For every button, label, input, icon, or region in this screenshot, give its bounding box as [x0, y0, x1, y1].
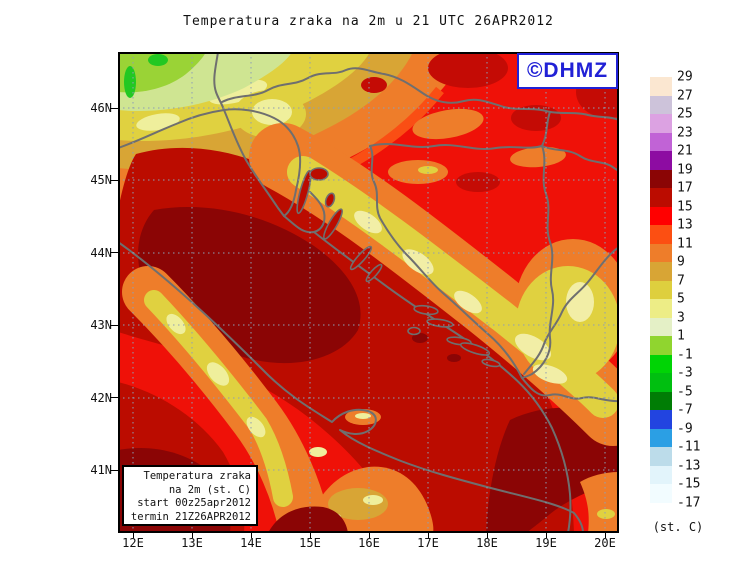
- colorbar-label-1: 1: [677, 328, 685, 344]
- map-area: [118, 52, 619, 533]
- colorbar-label--11: -11: [677, 439, 701, 455]
- colorbar-box-0: [650, 77, 672, 96]
- lon-label-16E: 16E: [358, 536, 380, 550]
- lon-label-15E: 15E: [299, 536, 321, 550]
- colorbar-label--3: -3: [677, 365, 693, 381]
- lat-tick-41N: [110, 469, 118, 471]
- colorbar-label--13: -13: [677, 458, 701, 473]
- colorbar-label-17: 17: [677, 180, 693, 196]
- lon-tick-12E: [132, 533, 134, 538]
- lon-label-19E: 19E: [535, 536, 557, 550]
- colorbar-label-15: 15: [677, 199, 693, 214]
- colorbar-box-22: [650, 484, 672, 503]
- colorbar-box-1: [650, 95, 672, 114]
- legend-line-4: termin 21Z26APR2012: [130, 510, 251, 523]
- lon-label-18E: 18E: [476, 536, 498, 550]
- colorbar-label--9: -9: [677, 421, 693, 436]
- lat-tick-44N: [110, 252, 118, 254]
- colorbar-box-5: [650, 169, 672, 188]
- colorbar-label-21: 21: [677, 143, 693, 159]
- page-title: Temperatura zraka na 2m u 21 UTC 26APR20…: [183, 14, 554, 29]
- islands: [296, 167, 501, 368]
- colorbar-box-6: [650, 188, 672, 207]
- dhmz-logo-badge: ©DHMZ: [517, 53, 618, 89]
- colorbar-box-21: [650, 465, 672, 484]
- lat-tick-46N: [110, 107, 118, 109]
- colorbar-box-14: [650, 336, 672, 355]
- map-legend-box: Temperatura zraka na 2m (st. C) start 00…: [122, 465, 258, 526]
- lon-tick-16E: [368, 533, 370, 538]
- legend-line-3: start 00z25apr2012: [137, 497, 251, 509]
- colorbar-box-9: [650, 243, 672, 262]
- colorbar-label-23: 23: [677, 125, 693, 140]
- lon-label-17E: 17E: [417, 536, 439, 550]
- colorbar-box-18: [650, 410, 672, 429]
- map-frame: [118, 52, 619, 533]
- lon-tick-13E: [191, 533, 193, 538]
- dhmz-logo-text: ©DHMZ: [526, 59, 609, 82]
- colorbar-box-7: [650, 206, 672, 225]
- temperature-colorbar: 29 27 25 23 21 19 17 15 13 11 9 7 5 3 1 -1 -3 -5 -7 -9 -11 -1…: [650, 70, 700, 510]
- lon-tick-20E: [604, 533, 606, 538]
- lat-label-43N: 43N: [90, 318, 112, 333]
- colorbar-label-27: 27: [677, 88, 693, 103]
- country-borders: [118, 52, 619, 533]
- colorbar-label-25: 25: [677, 106, 693, 122]
- colorbar-box-19: [650, 428, 672, 447]
- legend-line-2: na 2m (st. C): [168, 483, 251, 496]
- colorbar-box-15: [650, 354, 672, 373]
- colorbar-box-10: [650, 262, 672, 281]
- lon-tick-15E: [309, 533, 311, 538]
- colorbar-box-13: [650, 317, 672, 336]
- colorbar-label-3: 3: [677, 310, 685, 325]
- lat-label-45N: 45N: [90, 173, 112, 188]
- lat-tick-43N: [110, 324, 118, 326]
- colorbar-box-12: [650, 299, 672, 318]
- lat-label-46N: 46N: [90, 101, 112, 115]
- colorbar-label--17: -17: [677, 495, 701, 510]
- colorbar-label-9: 9: [677, 254, 685, 270]
- lon-label-13E: 13E: [181, 536, 203, 550]
- colorbar-unit-label: (st. C): [652, 520, 704, 534]
- colorbar-label-19: 19: [677, 162, 693, 177]
- lat-label-44N: 44N: [90, 245, 112, 260]
- legend-line-1: Temperatura zraka: [143, 470, 251, 482]
- colorbar-label-29: 29: [677, 69, 693, 85]
- colorbar-box-3: [650, 132, 672, 151]
- colorbar-label--5: -5: [677, 384, 693, 399]
- map-canvas: [118, 52, 619, 533]
- colorbar-label-11: 11: [677, 236, 693, 251]
- lat-label-41N: 41N: [90, 463, 112, 477]
- lon-tick-19E: [545, 533, 547, 538]
- colorbar-label--7: -7: [677, 402, 693, 418]
- colorbar-box-17: [650, 391, 672, 410]
- lon-label-20E: 20E: [594, 536, 616, 550]
- lon-label-12E: 12E: [122, 536, 144, 550]
- colorbar-box-2: [650, 114, 672, 133]
- lat-label-42N: 42N: [90, 390, 112, 405]
- lon-tick-18E: [486, 533, 488, 538]
- colorbar-label-7: 7: [677, 273, 685, 288]
- colorbar-box-11: [650, 280, 672, 299]
- colorbar-box-4: [650, 151, 672, 170]
- lon-label-14E: 14E: [240, 536, 262, 550]
- colorbar-box-16: [650, 373, 672, 392]
- colorbar-label-5: 5: [677, 291, 685, 307]
- lon-tick-14E: [250, 533, 252, 538]
- lon-tick-17E: [427, 533, 429, 538]
- grid-lines: [118, 52, 619, 533]
- colorbar-box-8: [650, 225, 672, 244]
- lat-tick-45N: [110, 179, 118, 181]
- colorbar-box-20: [650, 447, 672, 466]
- colorbar-label--15: -15: [677, 476, 701, 492]
- colorbar-label--1: -1: [677, 347, 693, 362]
- colorbar-label-13: 13: [677, 217, 693, 233]
- lat-tick-42N: [110, 397, 118, 399]
